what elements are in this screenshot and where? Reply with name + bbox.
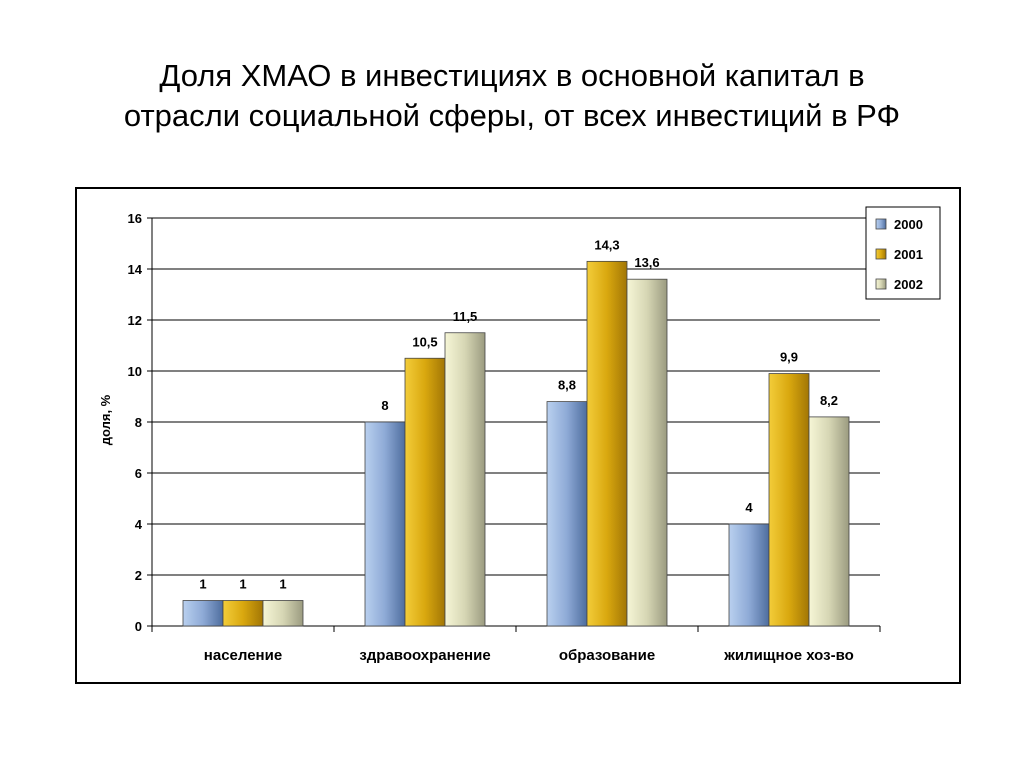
y-tick-label: 12 [128, 313, 142, 328]
legend-swatch-2000 [875, 218, 887, 230]
legend-label: 2001 [894, 247, 923, 262]
legend-swatch-2002 [875, 278, 887, 290]
data-label: 4 [745, 500, 753, 515]
slide-title: Доля ХМАО в инвестициях в основной капит… [40, 56, 984, 136]
data-labels: 1 1 1 8 10,5 11,5 8,8 14,3 13,6 4 9,9 8,2 [199, 237, 838, 591]
legend-label: 2002 [894, 277, 923, 292]
data-label: 8,2 [820, 393, 838, 408]
data-label: 10,5 [412, 334, 437, 349]
data-label: 14,3 [594, 237, 619, 252]
data-label: 8,8 [558, 378, 576, 393]
legend-swatch-2001 [875, 248, 887, 260]
title-line-2: отрасли социальной сферы, от всех инвест… [123, 98, 901, 133]
legend: 2000 2001 2002 [865, 206, 941, 300]
bar-2000 [728, 523, 770, 627]
y-tick-label: 0 [135, 619, 142, 634]
bar-2002 [808, 416, 850, 627]
legend-label: 2000 [894, 217, 923, 232]
data-label: 8 [381, 398, 388, 413]
data-label: 1 [239, 577, 246, 592]
data-label: 9,9 [780, 350, 798, 365]
data-label: 11,5 [453, 309, 478, 324]
bar-2000 [364, 421, 406, 627]
y-tick-label: 16 [128, 211, 142, 226]
bar-2002 [262, 600, 304, 627]
bar-2001 [404, 357, 446, 627]
y-tick-label: 2 [135, 568, 142, 583]
y-axis-label: доля, % [98, 394, 113, 445]
category-label: образование [559, 647, 655, 664]
y-tick-label: 10 [128, 364, 142, 379]
bar-2002 [626, 278, 668, 627]
category-label: население [204, 647, 282, 664]
bar-2000 [182, 600, 224, 627]
y-tick-label: 6 [135, 466, 142, 481]
bar-2002 [444, 332, 486, 627]
title-line-1: Доля ХМАО в инвестициях в основной капит… [159, 58, 865, 93]
category-label: здравоохранение [359, 647, 490, 664]
data-label: 1 [279, 577, 286, 592]
y-tick-label: 4 [135, 517, 143, 532]
category-labels: население здравоохранение образование жилищ… [204, 647, 854, 664]
y-tick-label: 8 [135, 415, 142, 430]
data-label: 1 [199, 577, 206, 592]
y-tick-label: 14 [128, 262, 143, 277]
bars [182, 260, 850, 627]
bar-2001 [586, 260, 628, 627]
bar-2000 [546, 401, 588, 627]
category-label: жилищное хоз-во [723, 647, 854, 664]
bar-2001 [222, 600, 264, 627]
bar-2001 [768, 373, 810, 627]
data-label: 13,6 [634, 255, 659, 270]
